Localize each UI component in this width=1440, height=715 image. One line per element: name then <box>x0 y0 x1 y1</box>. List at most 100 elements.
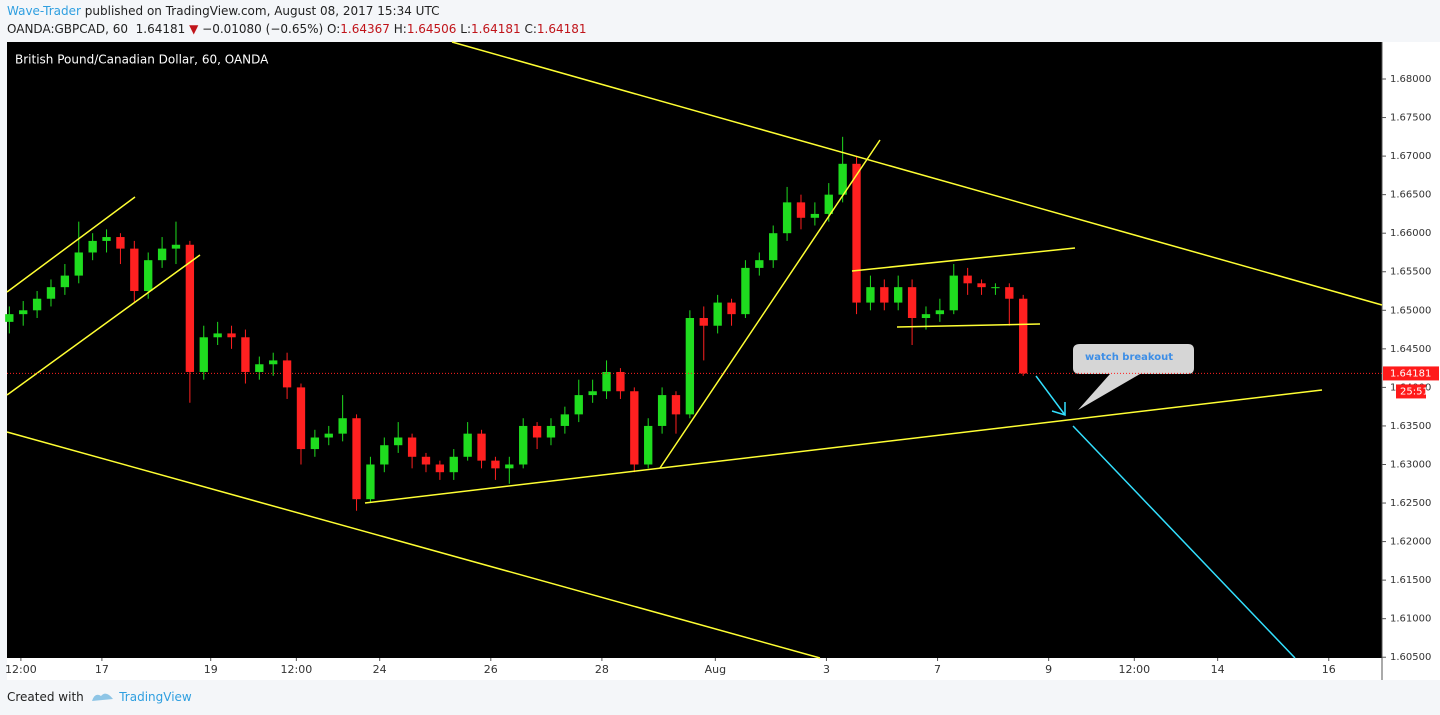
c: 1.64181 <box>536 22 587 36</box>
candle-body <box>269 360 278 365</box>
candle-body <box>130 248 139 292</box>
change: −0.01080 (−0.65%) <box>202 22 324 36</box>
x-tick-label: 16 <box>1322 663 1336 676</box>
candle-body <box>463 433 472 457</box>
x-tick-label: 7 <box>934 663 941 676</box>
y-tick-label: 1.68000 <box>1390 74 1431 85</box>
candle-body <box>171 244 181 249</box>
candle-body <box>255 364 264 372</box>
projection-line <box>1072 425 1296 659</box>
time-axis-bg <box>7 658 1382 680</box>
candle-body <box>546 425 556 438</box>
x-tick-label: 26 <box>484 663 498 676</box>
candle-body <box>519 425 528 465</box>
candle-body <box>852 163 861 303</box>
candle-body <box>296 387 306 450</box>
candle-body <box>824 194 833 214</box>
candle-body <box>102 237 111 241</box>
candle-body <box>657 395 667 426</box>
candle-body <box>782 202 792 234</box>
candle-body <box>88 240 97 253</box>
y-tick-label: 1.61000 <box>1390 614 1431 625</box>
projection <box>1035 375 1296 659</box>
candle-body <box>46 287 56 299</box>
logo <box>92 693 114 701</box>
last-price-label: 1.64181 <box>1390 368 1431 379</box>
x-tick-label: 12:00 <box>5 663 37 676</box>
candle-body <box>199 337 208 372</box>
last: 1.64181 <box>135 22 186 36</box>
logo-shape <box>92 693 114 701</box>
candle-body <box>602 371 611 392</box>
candle-body <box>227 333 236 338</box>
candle-body <box>435 464 445 473</box>
brand[interactable]: TradingView <box>119 690 192 704</box>
candle-body <box>241 337 250 372</box>
trendline <box>451 41 1383 306</box>
y-tick-label: 1.61500 <box>1390 575 1431 586</box>
candle-body <box>838 163 847 195</box>
arrow-head <box>1051 402 1066 417</box>
candle-body <box>1019 298 1028 374</box>
x-tick-label: 9 <box>1045 663 1052 676</box>
candle-body <box>213 333 222 338</box>
candle-body <box>671 395 681 415</box>
y-tick-label: 1.66000 <box>1390 228 1431 239</box>
candle-body <box>185 244 195 372</box>
y-tick-label: 1.67500 <box>1390 113 1431 124</box>
candle-body <box>5 314 14 322</box>
x-tick-label: 3 <box>823 663 830 676</box>
y-tick-label: 1.65500 <box>1390 267 1431 278</box>
candle-body <box>477 433 486 461</box>
candle-body <box>421 456 431 465</box>
x-tick-label: 12:00 <box>1118 663 1150 676</box>
candle-body <box>324 433 333 438</box>
candle-body <box>574 395 583 415</box>
x-tick-label: 24 <box>373 663 387 676</box>
trendlines <box>6 41 1383 659</box>
published: published on TradingView.com, August 08,… <box>84 4 440 18</box>
candle-body <box>310 437 320 450</box>
trendline <box>6 431 821 659</box>
candle-body <box>963 275 972 284</box>
arrow: ▼ <box>189 22 199 36</box>
candle-body <box>755 260 764 268</box>
y-tick-label: 1.63500 <box>1390 421 1431 432</box>
created: Created with <box>7 690 84 704</box>
candle-body <box>157 248 167 261</box>
chart-title: British Pound/Canadian Dollar, 60, OANDA <box>15 53 269 67</box>
candle-body <box>449 456 458 473</box>
candle-body <box>505 464 514 469</box>
trendline <box>896 323 1041 328</box>
price-axis-bg <box>1382 42 1440 680</box>
y-tick-label: 1.62000 <box>1390 537 1431 548</box>
candle-body <box>407 437 417 457</box>
x-tick-label: 12:00 <box>281 663 313 676</box>
candle-body <box>977 283 986 288</box>
x-tick-label: 14 <box>1211 663 1225 676</box>
candle-body <box>810 213 820 218</box>
candle-body <box>907 287 917 319</box>
candle-body <box>19 310 28 315</box>
l-label: L: <box>460 22 471 36</box>
candle-body <box>713 302 722 326</box>
candle-body <box>394 437 403 446</box>
candle-body <box>366 464 375 500</box>
l: 1.64181 <box>471 22 521 36</box>
symbol: OANDA:GBPCAD, 60 <box>7 22 128 36</box>
candle-body <box>935 310 945 315</box>
candle-body <box>880 287 889 303</box>
x-tick-label: Aug <box>705 663 726 676</box>
x-tick-label: 19 <box>204 663 218 676</box>
candle-body <box>560 414 570 426</box>
publish-line: Wave-Trader published on TradingView.com… <box>7 4 439 18</box>
x-tick-label: 17 <box>95 663 109 676</box>
footer: Created with TradingView <box>7 689 192 704</box>
candle-body <box>699 318 708 326</box>
author[interactable]: Wave-Trader <box>7 4 81 18</box>
candle-body <box>352 418 361 500</box>
callout-text: watch breakout <box>1085 352 1173 363</box>
candle-body <box>866 287 875 303</box>
trendline <box>851 247 1076 272</box>
